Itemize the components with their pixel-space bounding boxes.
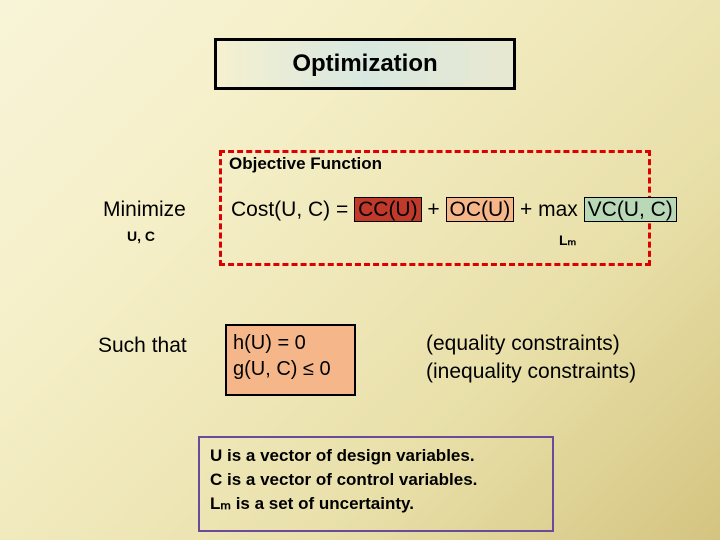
inequality-label: (inequality constraints) [426,360,636,384]
plus-1: + [422,198,446,221]
plus-2: + [514,198,538,221]
constraints-box: h(U) = 0 g(U, C) ≤ 0 [225,324,356,396]
desc-u: U is a vector of design variables. [210,444,542,468]
constraint-h: h(U) = 0 [233,330,348,356]
uc-subscript: U, C [127,228,155,244]
cost-equation: Cost(U, C) = CC(U) + OC(U) + max VC(U, C… [231,198,677,222]
constraint-g: g(U, C) ≤ 0 [233,356,348,382]
desc-c: C is a vector of control variables. [210,468,542,492]
objective-label: Objective Function [229,154,382,174]
minimize-label: Minimize [103,198,186,222]
description-box: U is a vector of design variables. C is … [198,436,554,532]
desc-lm: Lₘ is a set of uncertainty. [210,492,542,516]
such-that-label: Such that [98,334,187,358]
max-prefix: max [538,198,584,221]
equality-label: (equality constraints) [426,332,620,356]
lm-subscript: Lₘ [559,232,576,249]
vc-term: VC(U, C) [584,197,677,222]
cc-term: CC(U) [354,197,421,222]
title-box: Optimization [214,38,516,90]
cost-prefix: Cost(U, C) = [231,198,354,221]
oc-term: OC(U) [446,197,515,222]
title-text: Optimization [292,50,437,78]
